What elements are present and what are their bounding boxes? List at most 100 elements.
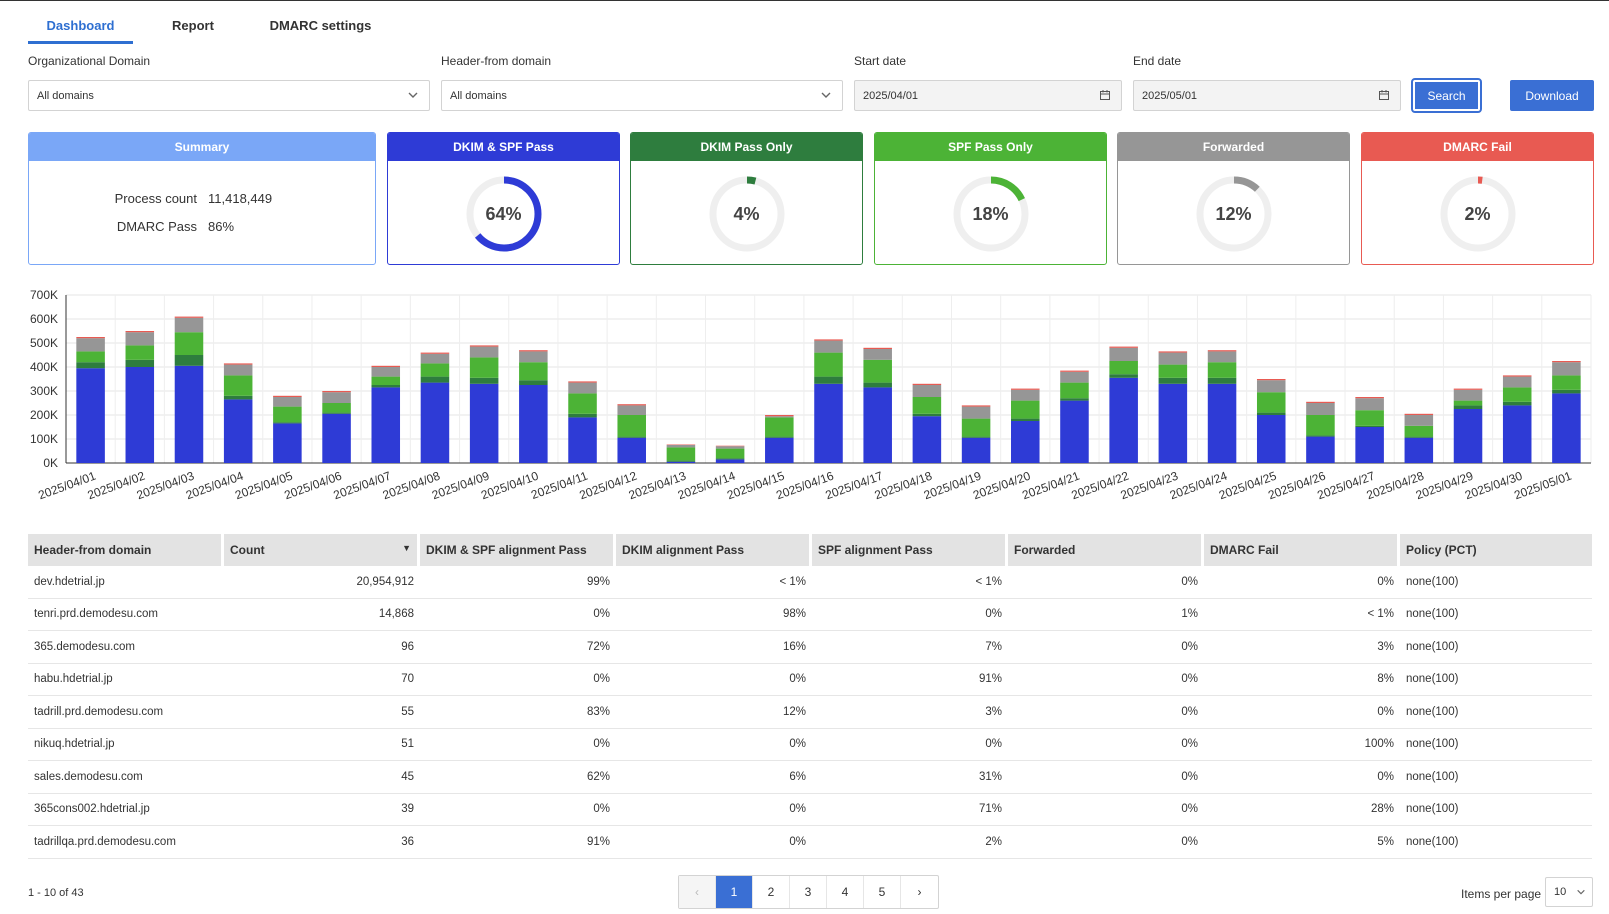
col-header-dmarc-fail[interactable]: DMARC Fail — [1204, 534, 1400, 566]
bar-segment — [1404, 436, 1434, 438]
bar-segment — [1453, 409, 1483, 463]
table-cell: 0% — [420, 664, 616, 696]
next-page-button[interactable]: › — [917, 885, 922, 899]
table-cell: 0% — [1204, 761, 1400, 794]
dmarc-pass-label: DMARC Pass — [116, 219, 197, 234]
bar-segment — [223, 364, 253, 376]
org-domain-select[interactable]: All domains — [28, 80, 430, 111]
bar-segment — [1355, 398, 1384, 411]
bar-segment — [814, 383, 843, 463]
start-date-label: Start date — [854, 54, 907, 68]
col-header-domain[interactable]: Header-from domain — [28, 534, 224, 566]
bar-segment — [1453, 388, 1483, 390]
table-row[interactable]: habu.hdetrial.jp 70 0% 0% 91% 0% 8% none(100) — [28, 664, 1592, 696]
bar-segment — [568, 413, 597, 418]
bar-segment — [322, 391, 351, 393]
tab-dashboard[interactable]: Dashboard — [28, 9, 133, 44]
table-cell: 100% — [1204, 729, 1400, 761]
gauge: 18% — [950, 173, 1032, 255]
col-header-dkim[interactable]: DKIM alignment Pass — [616, 534, 812, 566]
table-cell: 16% — [616, 631, 812, 664]
bar-segment — [1502, 405, 1532, 463]
bar-segment — [617, 436, 646, 438]
bar-segment — [1011, 400, 1040, 419]
table-row[interactable]: nikuq.hdetrial.jp 51 0% 0% 0% 0% 100% none(100) — [28, 729, 1592, 761]
col-header-count[interactable]: Count ▼ — [224, 534, 420, 566]
card-dkim-pass-only: DKIM Pass Only 4% — [630, 132, 863, 265]
gauge: 64% — [463, 173, 545, 255]
start-date-input[interactable]: 2025/04/01 — [854, 80, 1122, 111]
bar-segment — [1306, 436, 1335, 463]
bar-segment — [273, 397, 302, 407]
table-row[interactable]: tadrill.prd.demodesu.com 55 83% 12% 3% 0% 0% no… — [28, 696, 1592, 729]
bar-segment — [273, 423, 302, 463]
items-per-page-select[interactable]: 10 — [1545, 877, 1593, 907]
col-header-spf[interactable]: SPF alignment Pass — [812, 534, 1008, 566]
header-from-select[interactable]: All domains — [441, 80, 843, 111]
table-cell: none(100) — [1400, 631, 1592, 664]
bar-segment — [469, 357, 499, 378]
card-title: DKIM & SPF Pass — [388, 133, 619, 161]
col-header-policy[interactable]: Policy (PCT) — [1400, 534, 1592, 566]
bar-segment — [1207, 383, 1237, 463]
table-cell: 0% — [420, 794, 616, 826]
bar-segment — [1158, 364, 1188, 378]
download-button[interactable]: Download — [1510, 80, 1594, 111]
page-button-3[interactable]: 3 — [790, 876, 827, 908]
table-row[interactable]: sales.demodesu.com 45 62% 6% 31% 0% 0% none(100… — [28, 761, 1592, 794]
page-button-4[interactable]: 4 — [827, 876, 864, 908]
end-date-input[interactable]: 2025/05/01 — [1133, 80, 1401, 111]
bar-segment — [519, 380, 548, 385]
bar-segment — [519, 350, 548, 352]
table-cell: 55 — [224, 696, 420, 729]
table-cell: 45 — [224, 761, 420, 794]
prev-page-button[interactable]: ‹ — [679, 876, 716, 908]
bar-segment — [863, 387, 892, 463]
bar-segment — [617, 437, 646, 463]
bar-segment — [666, 460, 696, 462]
table-cell: 62% — [420, 761, 616, 794]
table-row[interactable]: 365cons002.hdetrial.jp 39 0% 0% 71% 0% 28% none… — [28, 794, 1592, 826]
tab-dmarc-settings[interactable]: DMARC settings — [269, 17, 372, 33]
bar-segment — [174, 332, 204, 355]
y-tick-label: 200K — [30, 408, 58, 422]
bar-segment — [76, 362, 105, 369]
y-tick-label: 400K — [30, 360, 58, 374]
calendar-icon[interactable] — [1378, 89, 1390, 101]
page-button-5[interactable]: 5 — [864, 876, 901, 908]
bar-segment — [1404, 415, 1434, 426]
bar-segment — [322, 413, 351, 463]
bar-segment — [371, 365, 401, 367]
col-header-forwarded[interactable]: Forwarded — [1008, 534, 1204, 566]
org-domain-label: Organizational Domain — [28, 54, 151, 68]
bar-segment — [715, 448, 745, 459]
bar-segment — [863, 359, 892, 383]
page-button-1[interactable]: 1 — [716, 876, 753, 908]
bar-segment — [322, 403, 351, 413]
bar-segment — [469, 345, 499, 347]
table-row[interactable]: tadrillqa.prd.demodesu.com 36 91% 0% 2% 0% 5% n… — [28, 826, 1592, 859]
table-cell: 20,954,912 — [224, 566, 420, 599]
search-button[interactable]: Search — [1411, 78, 1482, 113]
bar-segment — [223, 363, 253, 365]
table-cell: 3% — [1204, 631, 1400, 664]
bar-segment — [519, 385, 548, 463]
bar-segment — [420, 353, 450, 364]
card-title: SPF Pass Only — [875, 133, 1106, 161]
table-cell: 70 — [224, 664, 420, 696]
table-row[interactable]: dev.hdetrial.jp 20,954,912 99% < 1% < 1% 0% 0%… — [28, 566, 1592, 599]
end-date-value: 2025/05/01 — [1142, 89, 1198, 102]
table-cell: 0% — [616, 826, 812, 859]
table-row[interactable]: 365.demodesu.com 96 72% 16% 7% 0% 3% none(100) — [28, 631, 1592, 664]
table-cell: 0% — [420, 599, 616, 631]
bar-segment — [1207, 377, 1237, 384]
tab-report[interactable]: Report — [172, 17, 214, 33]
bar-segment — [420, 376, 450, 383]
bar-segment — [1109, 347, 1138, 361]
col-header-dkim-spf[interactable]: DKIM & SPF alignment Pass — [420, 534, 616, 566]
sort-desc-icon[interactable]: ▼ — [402, 543, 411, 553]
bar-segment — [371, 376, 401, 385]
table-row[interactable]: tenri.prd.demodesu.com 14,868 0% 98% 0% 1% < 1… — [28, 599, 1592, 631]
page-button-2[interactable]: 2 — [753, 876, 790, 908]
calendar-icon[interactable] — [1099, 89, 1111, 101]
